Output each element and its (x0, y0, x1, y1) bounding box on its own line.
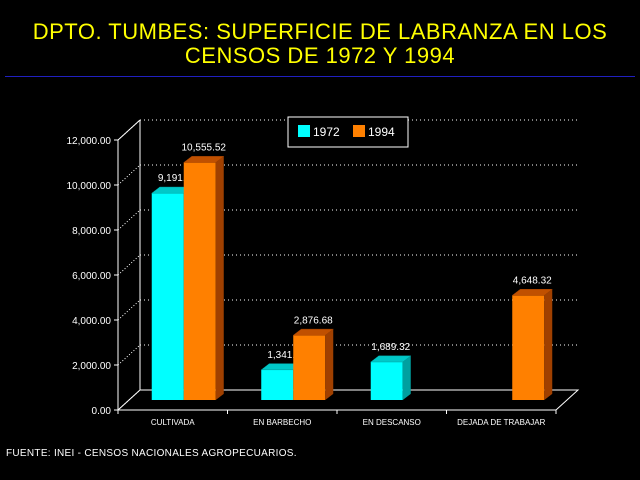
side-gridline (117, 164, 141, 186)
side-gridline (117, 209, 141, 231)
y-tick-label: 10,000.00 (67, 181, 112, 192)
data-label: 10,555.52 (182, 143, 227, 154)
side-gridline (117, 299, 141, 321)
legend-label-1994: 1994 (368, 125, 395, 139)
data-label: 2,876.68 (294, 315, 333, 326)
y-tick-label: 2,000.00 (72, 361, 111, 372)
bar-1972 (151, 193, 184, 400)
top-edge (117, 119, 141, 141)
data-label: 1,689.32 (371, 342, 410, 353)
y-tick-label: 8,000.00 (72, 226, 111, 237)
chart-title-line-2: CENSOS DE 1972 Y 1994 (184, 43, 456, 68)
side-gridline (117, 344, 141, 366)
data-label: 9,191. (158, 173, 186, 184)
chart-title-line-1: DPTO. TUMBES: SUPERFICIE DE LABRANZA EN … (32, 19, 608, 44)
bar-side-1994 (325, 329, 334, 400)
data-label: 4,648.32 (513, 275, 552, 286)
side-gridline (117, 254, 141, 276)
x-tick-label: CULTIVADA (151, 418, 195, 427)
x-tick-label: DEJADA DE TRABAJAR (457, 418, 546, 427)
legend-swatch-1994 (353, 125, 365, 137)
bar-side-1994 (544, 289, 553, 400)
x-tick-label: EN DESCANSO (363, 418, 421, 427)
chart-floor (116, 389, 580, 411)
legend-label-1972: 1972 (313, 125, 340, 139)
bar-1972 (261, 369, 294, 400)
bar-side-1994 (215, 156, 224, 400)
title-divider (5, 76, 635, 77)
bar-side-1972 (402, 355, 411, 400)
bar-1994 (512, 295, 545, 400)
chart-title: DPTO. TUMBES: SUPERFICIE DE LABRANZA EN … (0, 20, 640, 68)
x-tick-label: EN BARBECHO (253, 418, 311, 427)
source-note: FUENTE: INEI - CENSOS NACIONALES AGROPEC… (6, 448, 297, 459)
bar-1994 (293, 335, 326, 400)
y-tick-label: 12,000.00 (67, 136, 112, 147)
legend-swatch-1972 (298, 125, 310, 137)
y-tick-label: 6,000.00 (72, 271, 111, 282)
y-tick-label: 4,000.00 (72, 316, 111, 327)
data-label: 1,341. (267, 350, 295, 361)
bar-1972 (370, 361, 403, 400)
y-tick-label: 0.00 (92, 406, 112, 417)
bar-1994 (183, 162, 216, 400)
